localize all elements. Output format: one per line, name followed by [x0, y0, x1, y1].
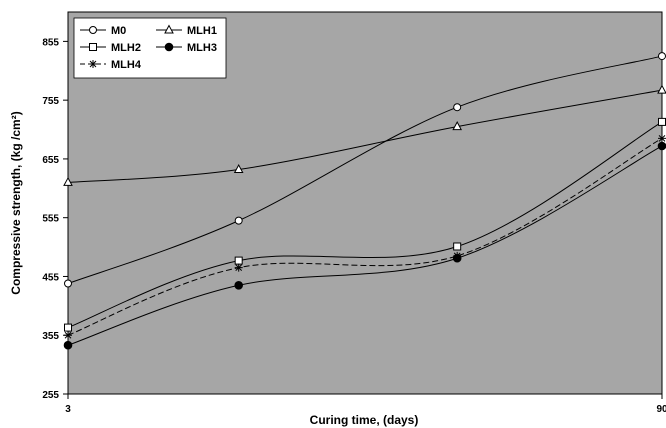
x-tick-label: 90	[656, 404, 666, 415]
legend-item-mlh4: MLH4	[80, 59, 142, 71]
series-line-mlh3	[67, 145, 663, 346]
legend-item-mlh1: MLH1	[156, 24, 217, 37]
legend-label: MLH2	[111, 42, 141, 54]
legend-box	[73, 17, 227, 79]
y-tick-label: 755	[42, 96, 59, 107]
legend-item-mlh3: MLH3	[156, 42, 217, 54]
x-axis: 3 90	[65, 394, 666, 415]
y-tick-label: 455	[42, 272, 59, 283]
series-line-mlh1	[67, 89, 663, 183]
legend-marker	[164, 42, 174, 52]
series-layer	[63, 52, 666, 350]
y-tick-label: 555	[42, 214, 59, 225]
legend-item-mlh2: MLH2	[80, 42, 141, 54]
data-point-mlh3	[657, 141, 666, 151]
data-point-mlh4	[658, 134, 666, 143]
data-point-mlh4	[453, 251, 462, 260]
data-point-mlh4	[234, 263, 243, 272]
y-tick-label: 255	[42, 390, 59, 401]
legend-item-m0: M0	[80, 25, 126, 37]
data-point-mlh2	[234, 256, 243, 265]
legend-label: MLH3	[187, 42, 217, 54]
data-point-mlh1	[657, 84, 666, 94]
y-axis: 255 355 455 555 655 755 855	[42, 37, 68, 401]
series-mlh4	[64, 134, 666, 340]
data-point-m0	[234, 216, 243, 225]
data-point-mlh4	[64, 331, 72, 340]
data-point-mlh2	[658, 117, 666, 126]
x-axis-title: Curing time, (days)	[310, 413, 419, 427]
legend: M0 MLH1 MLH2 MLH3 MLH4	[73, 17, 227, 79]
x-tick-label: 3	[65, 404, 71, 415]
y-axis-title: Compressive strength, (kg /cm²)	[9, 111, 23, 294]
legend-marker	[164, 24, 174, 34]
data-point-mlh3	[234, 280, 243, 290]
data-point-mlh1	[63, 176, 73, 186]
series-m0	[64, 52, 666, 288]
data-point-mlh2	[453, 242, 462, 251]
legend-marker	[89, 60, 97, 68]
y-tick-label: 855	[42, 37, 59, 48]
legend-label: M0	[111, 25, 126, 37]
data-point-mlh2	[64, 323, 72, 332]
data-point-mlh1	[233, 163, 244, 174]
y-tick-label: 655	[42, 155, 59, 166]
legend-marker	[89, 43, 97, 51]
data-point-m0	[658, 52, 666, 61]
legend-label: MLH4	[111, 59, 142, 71]
data-point-mlh1	[452, 121, 463, 131]
data-point-m0	[64, 279, 72, 288]
series-mlh2	[64, 117, 666, 332]
legend-label: MLH1	[187, 25, 217, 37]
series-line-m0	[67, 55, 663, 284]
data-point-m0	[453, 103, 462, 112]
series-line-mlh2	[67, 121, 663, 329]
legend-marker	[89, 26, 97, 34]
series-mlh1	[63, 84, 666, 186]
data-point-mlh3	[63, 340, 73, 350]
series-mlh3	[63, 141, 666, 350]
y-tick-label: 355	[42, 331, 59, 342]
